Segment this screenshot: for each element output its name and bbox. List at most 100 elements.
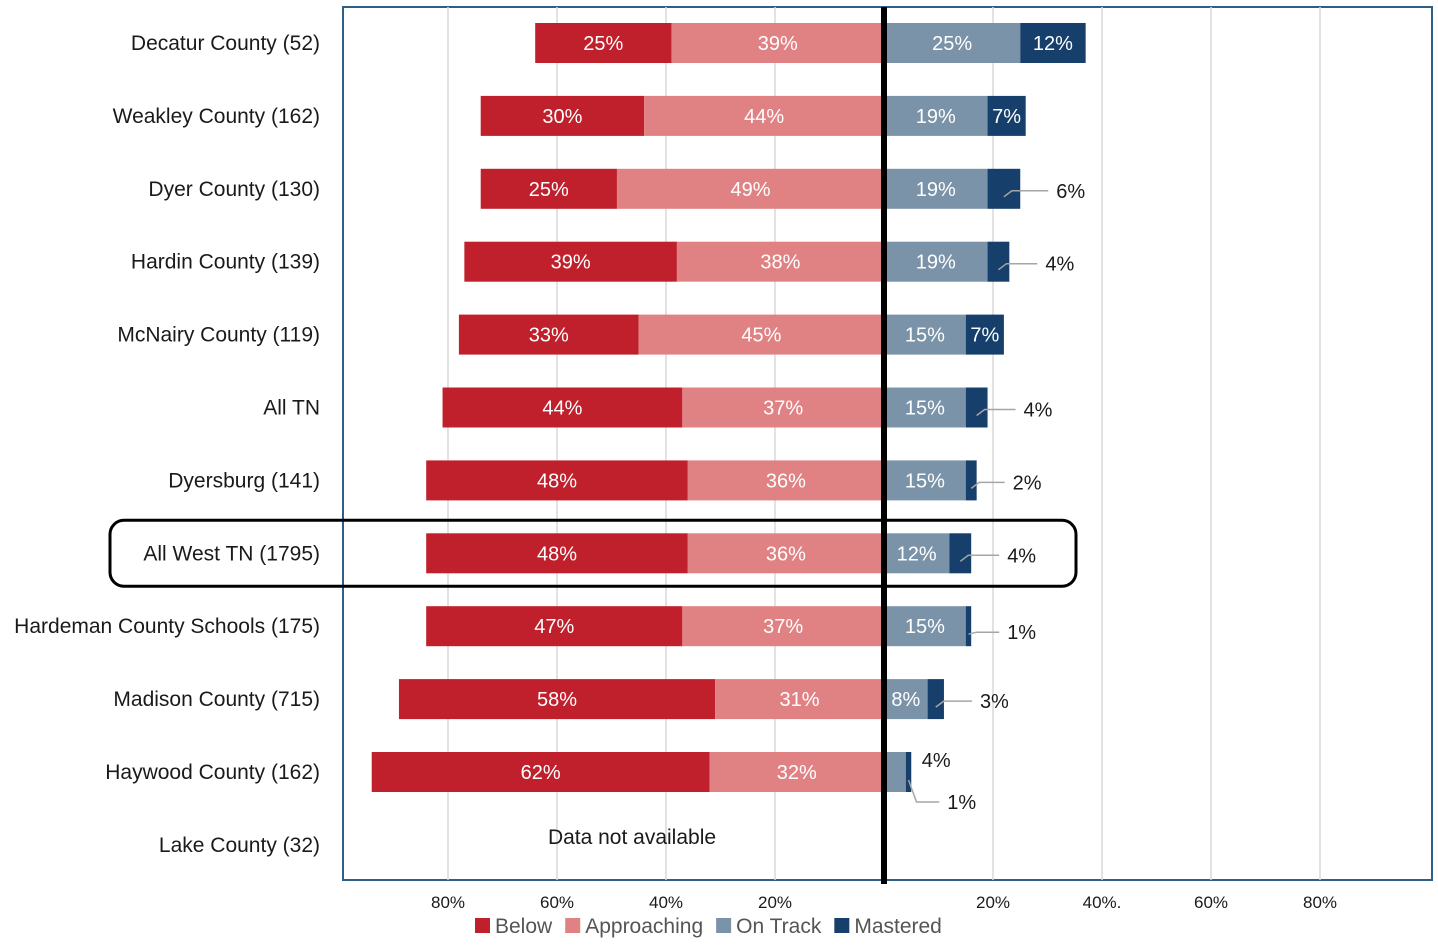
bar-below-dyer-county-130 [480, 168, 617, 209]
data-label-mastered-mcnairy-county-119: 7% [970, 325, 999, 347]
data-label-mastered-hardin-county-139: 4% [1045, 254, 1074, 276]
bar-on-track-hardeman-county-schools-175 [884, 606, 966, 647]
data-label-approaching-hardeman-county-schools-175: 37% [763, 616, 803, 638]
data-label-approaching-haywood-county-162: 32% [777, 762, 817, 784]
bar-approaching-hardin-county-139 [676, 241, 884, 282]
data-label-on-track-dyersburg-141: 15% [905, 470, 945, 492]
bar-on-track-haywood-county-162 [884, 752, 906, 792]
category-label-dyer-county-130: Dyer County (130) [148, 178, 320, 201]
bar-approaching-dyersburg-141 [687, 460, 884, 501]
leader-line-mastered-all-tn [976, 408, 1016, 417]
highlight-box [108, 518, 1078, 588]
category-label-lake-county-32: Lake County (32) [159, 834, 320, 857]
legend-label-mastered: Mastered [854, 915, 942, 938]
bar-on-track-madison-county-715 [884, 679, 928, 720]
bar-below-weakley-county-162 [480, 95, 645, 136]
bar-mastered-dyer-county-130 [987, 168, 1021, 209]
data-label-approaching-dyersburg-141: 36% [766, 470, 806, 492]
bar-approaching-mcnairy-county-119 [638, 314, 884, 355]
legend-swatch-mastered [834, 918, 850, 933]
data-label-on-track-all-west-tn-1795: 12% [897, 543, 937, 565]
leader-line-mastered-dyersburg-141 [970, 481, 1005, 489]
bar-below-decatur-county-52 [535, 23, 672, 63]
bar-below-mcnairy-county-119 [458, 314, 639, 355]
category-label-haywood-county-162: Haywood County (162) [105, 761, 320, 784]
data-label-approaching-decatur-county-52: 39% [758, 33, 798, 55]
x-tick-label-neg-80: 80% [431, 893, 465, 912]
data-label-on-track-haywood-county-162: 4% [922, 750, 951, 772]
data-label-on-track-madison-county-715: 8% [891, 689, 920, 711]
data-label-below-all-tn: 44% [542, 398, 582, 420]
data-label-below-dyer-county-130: 25% [529, 179, 569, 201]
bar-mastered-all-west-tn-1795 [949, 533, 972, 574]
bars: 25% 39% 25% 12% 30% 44% 19% 7% 25% 49% 19% 6% 39% 38%… [371, 23, 1086, 814]
bar-mastered-madison-county-715 [927, 679, 944, 720]
data-label-on-track-weakley-county-162: 19% [916, 106, 956, 128]
bar-mastered-hardin-county-139 [987, 241, 1010, 282]
x-tick-label-neg-20: 20% [758, 893, 792, 912]
legend-swatch-below [475, 918, 490, 933]
data-label-mastered-hardeman-county-schools-175: 1% [1007, 622, 1036, 644]
data-label-mastered-haywood-county-162: 1% [947, 792, 976, 814]
bar-on-track-hardin-county-139 [884, 241, 988, 282]
plot-area-border [342, 6, 1433, 881]
category-label-weakley-county-162: Weakley County (162) [113, 105, 320, 128]
legend-swatch-on-track [716, 918, 732, 933]
missing-data-note: Data not available [548, 826, 716, 849]
category-label-dyersburg-141: Dyersburg (141) [168, 469, 320, 492]
bar-below-dyersburg-141 [426, 460, 688, 501]
bar-mastered-dyersburg-141 [965, 460, 977, 501]
data-label-on-track-all-tn: 15% [905, 398, 945, 420]
data-label-mastered-dyersburg-141: 2% [1013, 472, 1042, 494]
data-label-below-all-west-tn-1795: 48% [537, 543, 577, 565]
x-tick-label-pos-60: 60% [1194, 893, 1228, 912]
data-label-mastered-all-tn: 4% [1024, 400, 1053, 422]
leader-line-mastered-hardin-county-139 [998, 262, 1038, 271]
bar-mastered-haywood-county-162 [905, 752, 912, 792]
data-label-on-track-decatur-county-52: 25% [932, 33, 972, 55]
bar-on-track-all-tn [884, 387, 966, 428]
bar-below-hardin-county-139 [464, 241, 677, 282]
leader-line-mastered-dyer-county-130 [1003, 190, 1049, 198]
bar-approaching-haywood-county-162 [709, 752, 884, 792]
data-label-approaching-all-west-tn-1795: 36% [766, 543, 806, 565]
category-label-all-west-tn-1795: All West TN (1795) [143, 542, 320, 565]
bar-on-track-decatur-county-52 [884, 23, 1021, 63]
data-label-on-track-dyer-county-130: 19% [916, 179, 956, 201]
bar-below-hardeman-county-schools-175 [426, 606, 683, 647]
data-label-below-decatur-county-52: 25% [583, 33, 623, 55]
data-label-mastered-all-west-tn-1795: 4% [1007, 545, 1036, 567]
data-label-approaching-dyer-county-130: 49% [730, 179, 770, 201]
bar-on-track-mcnairy-county-119 [884, 314, 966, 355]
bar-approaching-all-west-tn-1795 [687, 533, 884, 574]
category-label-madison-county-715: Madison County (715) [113, 688, 320, 711]
data-label-mastered-madison-county-715: 3% [980, 691, 1009, 713]
legend-label-below: Below [495, 915, 553, 938]
category-label-all-tn: All TN [263, 397, 320, 420]
data-label-approaching-madison-county-715: 31% [780, 689, 820, 711]
bar-mastered-decatur-county-52 [1020, 23, 1086, 63]
bar-on-track-dyersburg-141 [884, 460, 966, 501]
category-label-hardeman-county-schools-175: Hardeman County Schools (175) [14, 615, 320, 638]
data-label-below-hardeman-county-schools-175: 47% [534, 616, 574, 638]
bar-approaching-hardeman-county-schools-175 [682, 606, 884, 647]
bar-below-all-tn [442, 387, 683, 428]
x-tick-label-neg-40: 40% [649, 893, 683, 912]
x-tick-label-pos-40: 40%. [1083, 893, 1122, 912]
data-label-below-mcnairy-county-119: 33% [529, 325, 569, 347]
legend-label-on-track: On Track [736, 915, 822, 938]
data-label-below-dyersburg-141: 48% [537, 470, 577, 492]
bar-approaching-decatur-county-52 [671, 23, 884, 63]
legend-swatch-approaching [565, 918, 581, 933]
x-tick-label-pos-80: 80% [1303, 893, 1337, 912]
data-label-on-track-mcnairy-county-119: 15% [905, 325, 945, 347]
category-label-decatur-county-52: Decatur County (52) [131, 32, 320, 55]
category-label-hardin-county-139: Hardin County (139) [131, 251, 320, 274]
category-label-mcnairy-county-119: McNairy County (119) [117, 324, 320, 347]
data-label-below-weakley-county-162: 30% [542, 106, 582, 128]
bar-mastered-hardeman-county-schools-175 [965, 606, 972, 647]
data-label-mastered-dyer-county-130: 6% [1056, 181, 1085, 203]
bar-on-track-weakley-county-162 [884, 95, 988, 136]
data-label-below-madison-county-715: 58% [537, 689, 577, 711]
